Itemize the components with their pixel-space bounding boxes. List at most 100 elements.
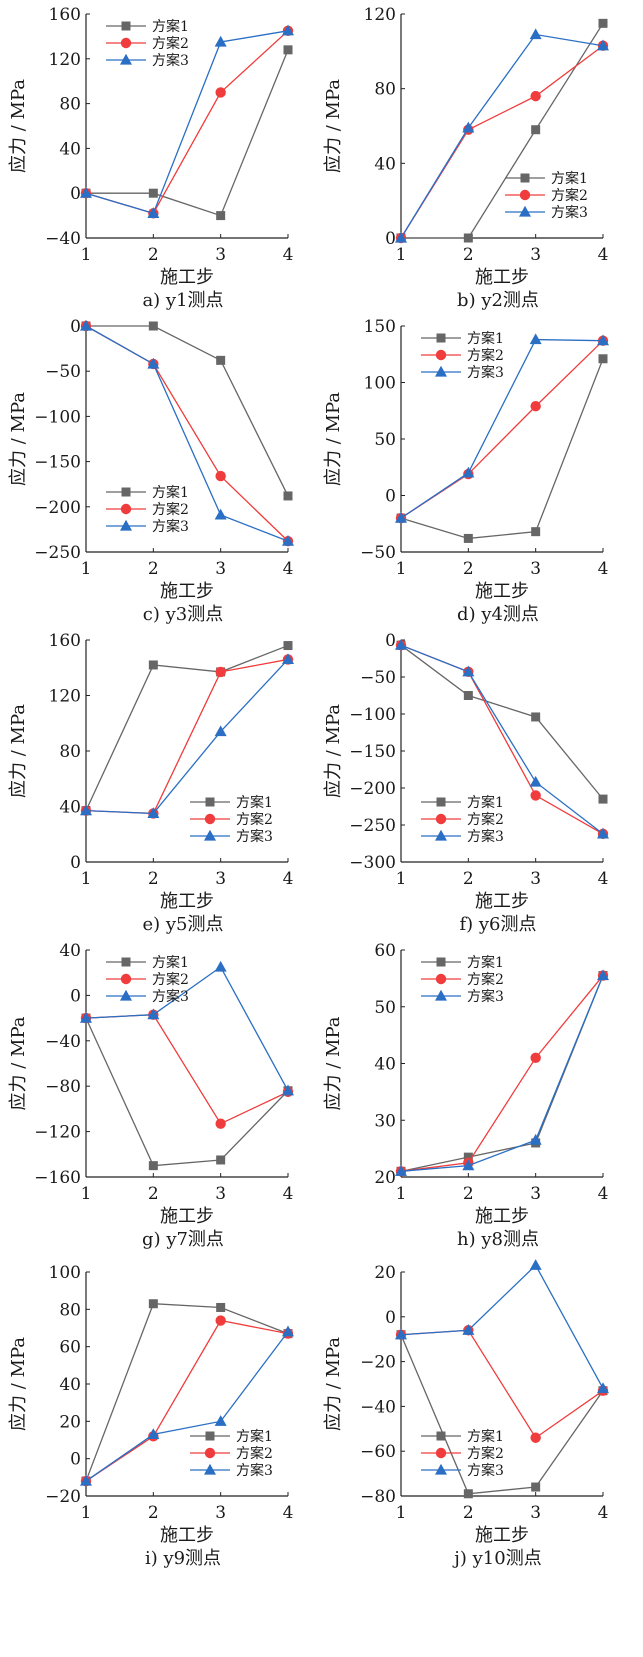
- panel-caption: j) y10测点: [452, 1548, 541, 1569]
- y-tick-label: −120: [34, 1123, 81, 1143]
- legend-marker: [435, 349, 447, 361]
- data-point: [214, 1415, 227, 1426]
- data-point: [80, 1474, 92, 1486]
- x-tick-label: 1: [396, 559, 407, 579]
- y-tick-label: 60: [374, 941, 396, 961]
- x-tick-label: 3: [215, 1503, 226, 1523]
- y-tick-label: 40: [374, 1055, 396, 1075]
- data-point: [216, 1302, 226, 1312]
- x-tick-label: 2: [463, 1503, 474, 1523]
- legend-label: 方案3: [152, 52, 189, 69]
- legend-label: 方案3: [551, 204, 588, 221]
- y-tick-label: −250: [34, 543, 81, 563]
- panel-caption: i) y9测点: [145, 1548, 221, 1569]
- data-point: [463, 691, 473, 700]
- y-tick-label: −100: [349, 705, 396, 725]
- data-point: [598, 794, 608, 804]
- legend-marker: [436, 333, 446, 343]
- legend-marker: [120, 503, 132, 515]
- data-point: [463, 1152, 473, 1162]
- legend-marker: [120, 37, 132, 49]
- y-tick-label: 0: [70, 317, 81, 337]
- legend-label: 方案2: [467, 971, 504, 988]
- data-point: [283, 491, 293, 501]
- panel-caption: h) y8测点: [457, 1229, 539, 1250]
- x-axis-label: 施工步: [475, 267, 529, 288]
- x-tick-label: 3: [215, 559, 226, 579]
- y-tick-label: −160: [34, 1168, 81, 1188]
- data-point: [462, 1324, 475, 1335]
- legend-label: 方案2: [152, 971, 189, 988]
- panel-caption: c) y3测点: [143, 604, 223, 625]
- legend-marker: [435, 365, 447, 377]
- data-point: [214, 960, 227, 972]
- data-point: [529, 333, 542, 345]
- data-point: [215, 87, 226, 98]
- series-line-1: [400, 358, 604, 540]
- y-axis-label: 应力 / MPa: [8, 1337, 29, 1431]
- data-point: [530, 1052, 541, 1064]
- legend-label: 方案2: [467, 811, 504, 828]
- series-line-1: [85, 1017, 289, 1167]
- y-tick-label: −150: [34, 453, 81, 473]
- data-point: [529, 28, 542, 40]
- y-tick-label: 80: [59, 95, 81, 115]
- data-point: [463, 233, 473, 243]
- y-tick-label: −50: [360, 668, 396, 688]
- panel-caption: a) y1测点: [142, 290, 223, 311]
- y-tick-label: 80: [59, 1300, 81, 1320]
- series-line-3: [85, 658, 289, 815]
- data-point: [395, 638, 407, 650]
- data-point: [216, 355, 226, 365]
- data-point: [597, 827, 609, 839]
- y-axis-label: 应力 / MPa: [8, 1016, 29, 1110]
- legend-label: 方案1: [551, 170, 588, 187]
- x-tick-label: 2: [148, 245, 159, 265]
- series-line-3: [400, 1264, 604, 1389]
- legend-marker: [205, 797, 215, 807]
- y-tick-label: 50: [374, 430, 396, 450]
- y-tick-label: −300: [349, 853, 396, 873]
- legend-marker: [436, 797, 446, 807]
- legend-marker: [435, 989, 447, 1001]
- data-point: [282, 653, 294, 665]
- data-point: [216, 1155, 226, 1165]
- x-tick-label: 1: [81, 1503, 92, 1523]
- legend-marker: [120, 53, 132, 65]
- legend-marker: [435, 813, 447, 825]
- legend-marker: [121, 487, 131, 497]
- series-line-1: [85, 1303, 289, 1482]
- x-tick-label: 1: [81, 559, 92, 579]
- y-tick-label: 0: [385, 631, 396, 651]
- x-tick-label: 4: [598, 869, 609, 889]
- x-tick-label: 2: [148, 559, 159, 579]
- panel-caption: b) y2测点: [457, 290, 539, 311]
- y-tick-label: 0: [385, 229, 396, 249]
- series-line-2: [85, 1319, 289, 1482]
- x-tick-label: 3: [530, 869, 541, 889]
- y-tick-label: −20: [360, 1353, 396, 1373]
- data-point: [529, 1133, 542, 1145]
- data-point: [148, 660, 158, 670]
- y-tick-label: 30: [374, 1111, 396, 1131]
- x-axis-label: 施工步: [160, 581, 214, 602]
- x-tick-label: 2: [463, 1184, 474, 1204]
- x-tick-label: 3: [215, 869, 226, 889]
- y-tick-label: −80: [45, 1077, 81, 1097]
- series-line-3: [400, 975, 604, 1172]
- y-axis-label: 应力 / MPa: [8, 392, 29, 486]
- data-point: [148, 188, 158, 198]
- data-point: [597, 39, 609, 51]
- series-line-2: [85, 1014, 289, 1125]
- legend-label: 方案3: [236, 1462, 273, 1479]
- data-point: [282, 24, 294, 36]
- series-line-1: [400, 1334, 604, 1495]
- y-axis-label: 应力 / MPa: [323, 1016, 344, 1110]
- data-point: [80, 187, 92, 198]
